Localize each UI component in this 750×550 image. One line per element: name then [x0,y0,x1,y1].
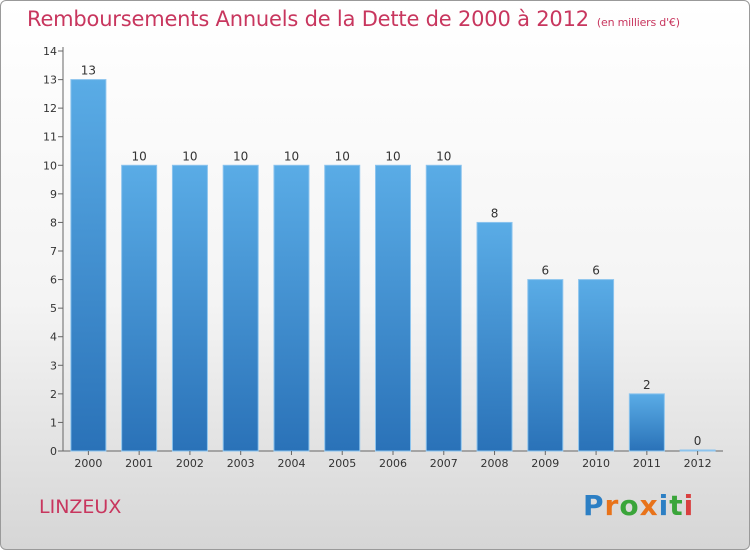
bar [578,279,615,452]
data-label: 0 [694,434,702,448]
logo-letter: i [658,489,670,522]
bar [121,164,158,452]
data-label: 10 [182,149,197,163]
logo-letter: o [619,489,640,522]
bar [171,164,208,452]
logo-letter: r [604,489,620,522]
y-tick-label: 10 [43,159,57,172]
data-label: 2 [643,378,651,392]
data-label: 10 [335,149,350,163]
y-tick-label: 7 [50,245,57,258]
logo-letter: t [669,489,684,522]
proxiti-logo: Proxiti [583,489,694,522]
x-tick-label: 2005 [328,457,356,470]
x-tick-label: 2004 [277,457,305,470]
y-tick-label: 8 [50,216,57,229]
y-tick-label: 9 [50,188,57,201]
data-label: 10 [132,149,147,163]
logo-letter: i [683,489,695,522]
chart-subtitle: (en milliers d'€) [596,16,680,29]
x-tick-label: 2001 [125,457,153,470]
bar [375,164,411,452]
bar [527,279,564,452]
y-tick-label: 1 [50,416,57,429]
bar [222,164,259,452]
bar [628,393,665,452]
bar [70,79,107,452]
logo-letter: x [639,489,659,522]
data-label: 13 [81,64,96,78]
data-label: 10 [436,149,451,163]
y-tick-label: 5 [50,302,57,315]
y-tick-label: 4 [50,331,57,344]
x-tick-label: 2000 [74,457,102,470]
data-label: 8 [491,206,499,220]
x-tick-label: 2011 [633,457,661,470]
data-label: 10 [284,149,299,163]
chart-title: Remboursements Annuels de la Dette de 20… [27,7,680,31]
bar [425,164,462,452]
data-label: 6 [592,264,600,278]
commune-name: LINZEUX [39,496,122,518]
x-tick-label: 2003 [227,457,255,470]
bar [273,164,310,452]
x-tick-label: 2012 [684,457,712,470]
bar [476,221,513,452]
data-label: 6 [541,264,549,278]
data-label: 10 [385,149,400,163]
y-tick-label: 0 [50,445,57,458]
y-tick-label: 3 [50,359,57,372]
logo-letter: P [583,489,605,522]
bar [679,449,716,452]
x-tick-label: 2007 [430,457,458,470]
y-tick-label: 12 [43,102,57,115]
y-tick-label: 11 [43,131,57,144]
x-tick-label: 2009 [531,457,559,470]
x-tick-label: 2002 [176,457,204,470]
data-label: 10 [233,149,248,163]
x-tick-label: 2008 [481,457,509,470]
y-tick-label: 2 [50,388,57,401]
y-tick-label: 14 [43,45,57,58]
x-tick-label: 2010 [582,457,610,470]
bar [324,164,361,452]
x-tick-label: 2006 [379,457,407,470]
y-tick-label: 13 [43,74,57,87]
y-tick-label: 6 [50,274,57,287]
